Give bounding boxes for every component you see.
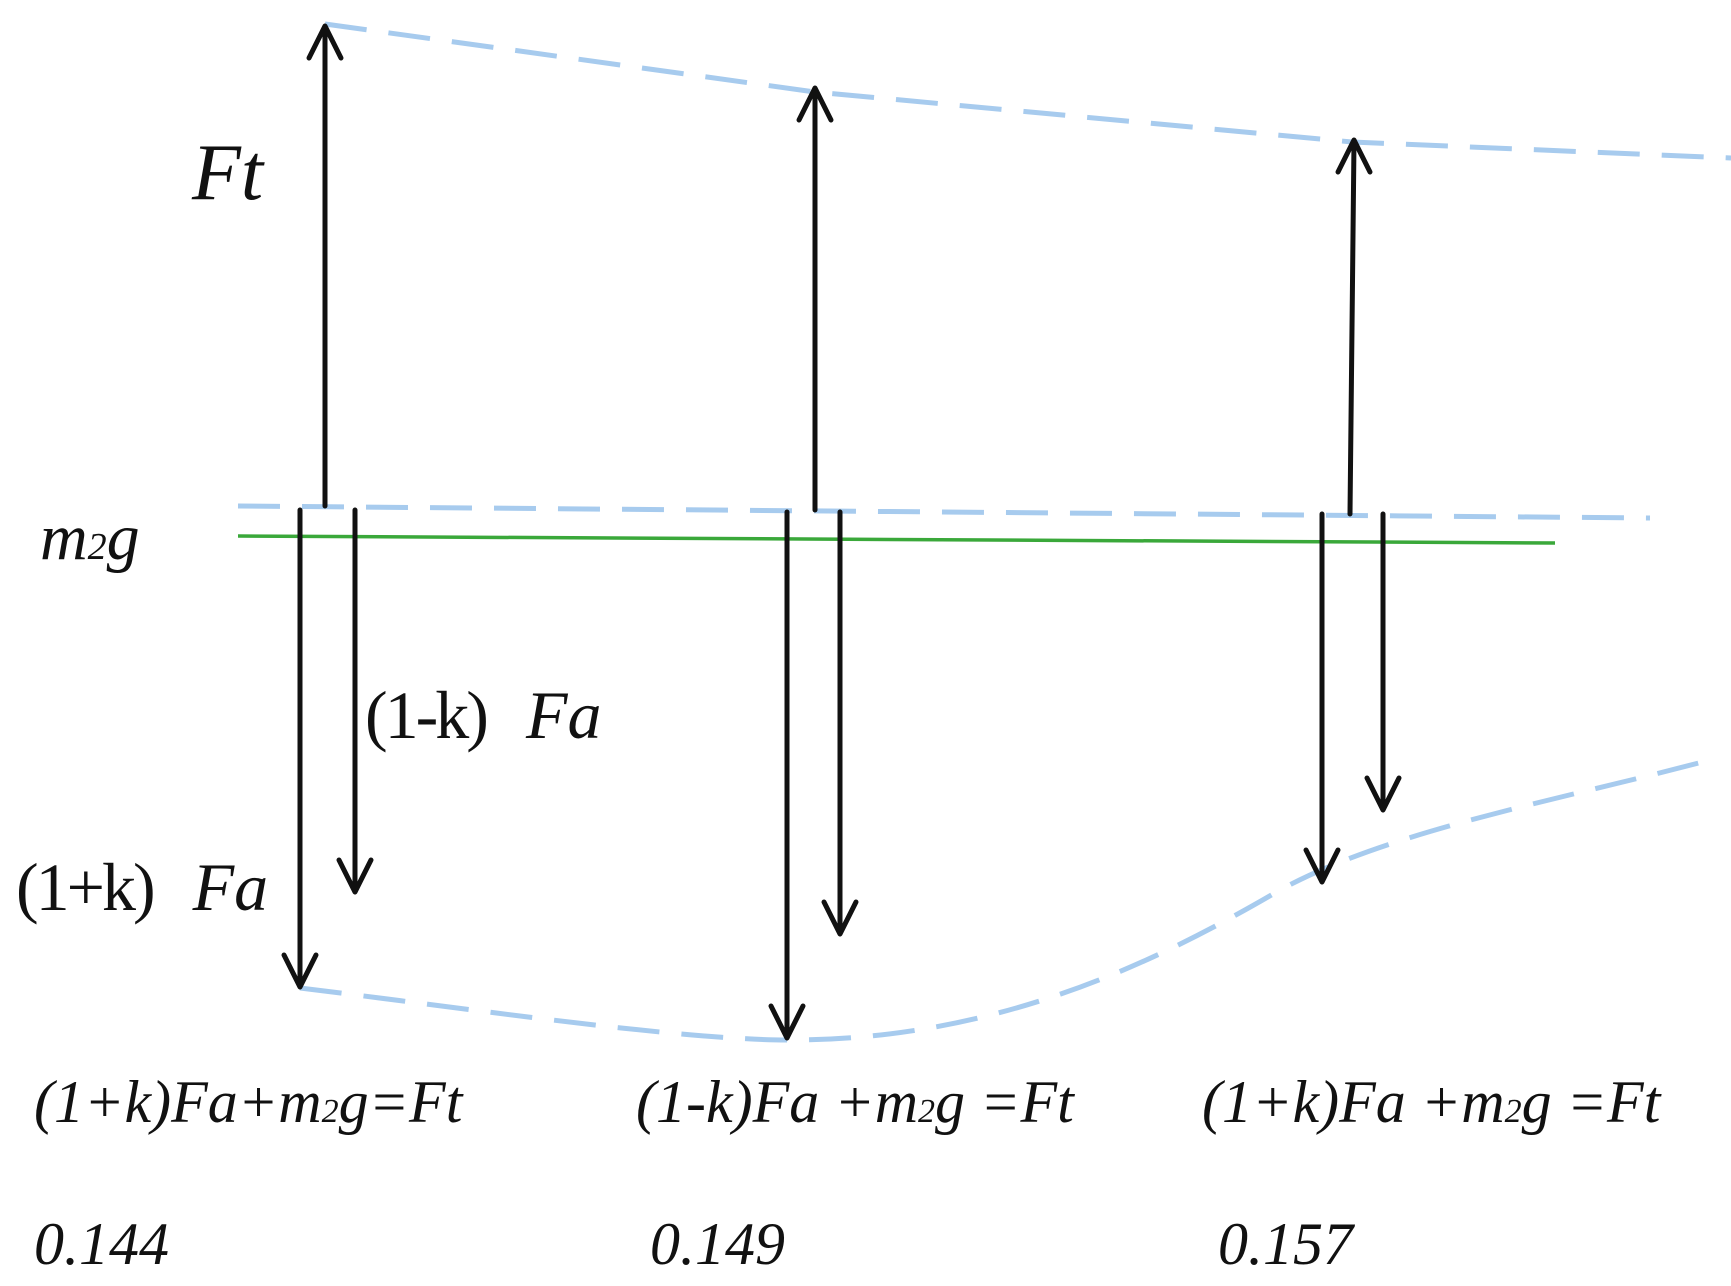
m2g-line <box>237 534 1556 545</box>
value-2: 0.149 <box>650 1211 785 1277</box>
arrow-ft-3 <box>1335 137 1373 517</box>
one-minus-k-text: (1-k) <box>365 677 489 753</box>
m2g-label-m: m <box>40 501 88 574</box>
equation-1-pre: (1+k)Fa+m <box>34 1069 322 1135</box>
arrow-1-plus-k-fa-3 <box>1303 511 1341 885</box>
fa-envelope-dashed-line <box>299 757 1711 1043</box>
arrow-ft-2 <box>796 85 834 513</box>
equation-2-sub: 2 <box>918 1093 936 1130</box>
ft-envelope-dashed-line <box>324 21 1731 161</box>
one-minus-k-fa-var: Fa <box>525 677 602 753</box>
arrow-1-minus-k-fa-2 <box>768 509 806 1041</box>
one-minus-k-fa-label: (1-k) Fa <box>365 676 601 755</box>
value-1: 0.144 <box>34 1211 169 1277</box>
equation-1: (1+k)Fa+m2g=Ft <box>34 1068 462 1137</box>
equation-3-pre: (1+k)Fa +m <box>1202 1069 1505 1135</box>
equation-2-pre: (1-k)Fa +m <box>636 1069 919 1135</box>
one-plus-k-fa-label: (1+k) Fa <box>16 848 268 927</box>
baseline-dashed-line <box>237 503 1651 521</box>
arrow-1-minus-k-fa-1 <box>336 507 374 895</box>
one-plus-k-text: (1+k) <box>16 849 156 925</box>
m2g-label-sub: 2 <box>87 526 107 568</box>
m2g-label-g: g <box>106 501 140 574</box>
value-3: 0.157 <box>1218 1211 1353 1277</box>
equation-3-sub: 2 <box>1504 1093 1522 1130</box>
one-plus-k-fa-var: Fa <box>192 849 269 925</box>
equation-3: (1+k)Fa +m2g =Ft <box>1202 1068 1660 1137</box>
arrow-ft-1 <box>306 23 344 509</box>
equation-1-sub: 2 <box>321 1093 339 1130</box>
arrow-1-minus-k-fa-3 <box>1364 511 1402 813</box>
arrow-1-plus-k-fa-2 <box>821 509 859 937</box>
equation-3-post: g =Ft <box>1521 1069 1661 1135</box>
equation-2-post: g =Ft <box>935 1069 1074 1135</box>
ft-label: Ft <box>192 129 264 217</box>
equation-2: (1-k)Fa +m2g =Ft <box>636 1068 1074 1137</box>
m2g-label: m2g <box>40 500 140 576</box>
arrow-1-plus-k-fa-1 <box>281 507 319 990</box>
equation-1-post: g=Ft <box>338 1069 463 1135</box>
